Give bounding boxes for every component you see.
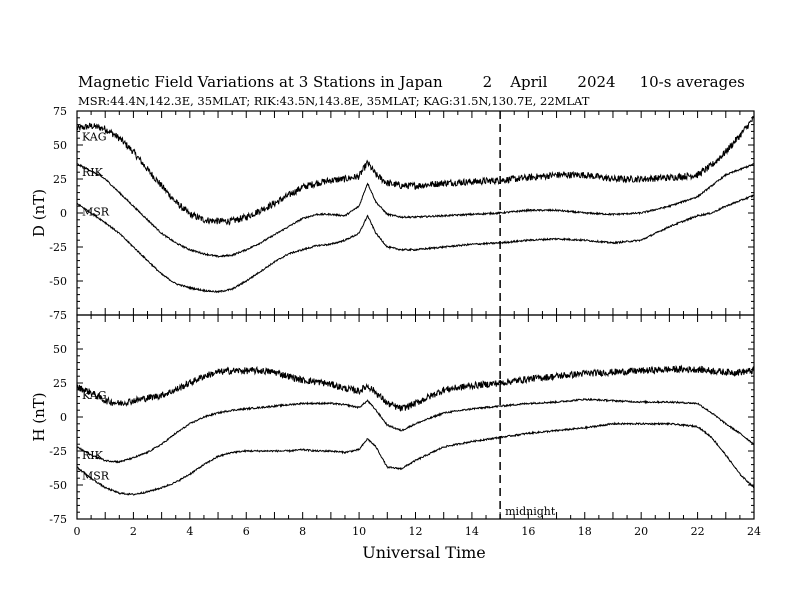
x-tick-label: 6 [243, 525, 250, 538]
x-tick-label: 14 [465, 525, 479, 538]
y-axis-title: D (nT) [30, 189, 48, 237]
y-tick-label: 75 [53, 105, 67, 118]
y-tick-label: 0 [60, 411, 67, 424]
series-line-kag [76, 364, 755, 412]
x-tick-label: 0 [74, 525, 81, 538]
y-tick-label: -25 [49, 445, 67, 458]
y-axis-title: H (nT) [30, 392, 48, 441]
x-tick-label: 18 [578, 525, 592, 538]
x-tick-label: 8 [299, 525, 306, 538]
series-line-rik [76, 397, 755, 464]
series-label-rik: RIK [82, 166, 104, 179]
y-tick-label: -50 [49, 479, 67, 492]
x-tick-label: 4 [186, 525, 193, 538]
title-main: Magnetic Field Variations at 3 Stations … [78, 73, 443, 91]
series-label-kag: KAG [82, 131, 107, 144]
series-line-msr [76, 421, 755, 496]
x-tick-label: 12 [409, 525, 423, 538]
y-tick-label: -50 [49, 275, 67, 288]
panel-frame [76, 314, 755, 520]
title-year: 2024 [577, 73, 616, 91]
x-tick-label: 2 [130, 525, 137, 538]
y-tick-label: -25 [49, 241, 67, 254]
series-label-msr: MSR [82, 469, 110, 482]
title-averages: 10-s averages [639, 73, 745, 91]
panel-d: 75 50 25 0 -25 -50 -75 D (nT) KAG RIK MSR [30, 105, 755, 519]
chart-title: Magnetic Field Variations at 3 Stations … [78, 73, 745, 91]
y-tick-label: 25 [53, 173, 67, 186]
x-tick-label: 24 [747, 525, 761, 538]
title-month: April [510, 73, 548, 91]
x-tick-label: 22 [691, 525, 705, 538]
series-label-msr: MSR [82, 205, 110, 218]
x-axis-title: Universal Time [362, 543, 485, 562]
chart-subtitle: MSR:44.4N,142.3E, 35MLAT; RIK:43.5N,143.… [78, 94, 590, 108]
y-tick-label: -75 [49, 309, 67, 322]
series-line-kag [76, 115, 755, 226]
y-tick-label: 50 [53, 139, 67, 152]
series-line-rik [76, 163, 755, 258]
series-line-msr [76, 194, 755, 294]
y-tick-label: 0 [60, 207, 67, 220]
y-tick-label: -75 [49, 513, 67, 526]
y-tick-label: 25 [53, 377, 67, 390]
title-day: 2 [482, 73, 493, 91]
x-tick-label: 10 [352, 525, 366, 538]
midnight-label: midnight [505, 505, 556, 518]
x-tick-label: 16 [521, 525, 535, 538]
series-label-kag: KAG [82, 389, 107, 402]
y-tick-label: 50 [53, 343, 67, 356]
x-tick-label: 20 [634, 525, 648, 538]
series-label-rik: RIK [82, 449, 104, 462]
